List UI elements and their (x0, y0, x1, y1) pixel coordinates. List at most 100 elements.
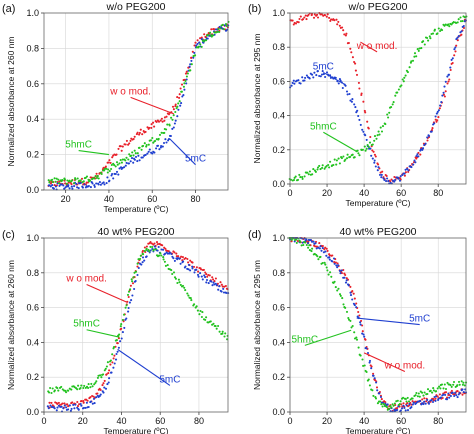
data-point (158, 133, 162, 136)
data-point (408, 403, 411, 406)
data-point (347, 284, 350, 287)
data-point (195, 305, 198, 308)
data-point (362, 333, 365, 336)
data-point (163, 116, 166, 119)
data-point (65, 406, 68, 409)
data-point (364, 111, 367, 114)
y-tick-label: 0.8 (272, 42, 285, 52)
data-point (353, 60, 356, 64)
data-point (49, 386, 52, 390)
data-point (177, 255, 180, 258)
data-point (426, 392, 429, 396)
data-point (82, 406, 86, 409)
data-point (307, 13, 310, 16)
data-point (176, 105, 179, 108)
data-point (364, 338, 367, 341)
data-point (448, 25, 451, 28)
annotation-label: 5hmC (310, 121, 337, 132)
data-point (174, 110, 177, 114)
data-point (442, 393, 445, 396)
data-point (391, 403, 394, 406)
data-point (419, 400, 422, 403)
data-point (151, 136, 154, 140)
data-point (76, 186, 79, 189)
data-point (455, 44, 458, 47)
data-point (60, 385, 63, 388)
data-point (207, 33, 210, 36)
data-point (321, 70, 324, 73)
data-point (130, 278, 133, 281)
data-point (204, 276, 207, 279)
data-point (184, 257, 187, 260)
data-point (118, 333, 121, 336)
data-point (121, 145, 124, 148)
data-point (48, 181, 51, 184)
data-point (154, 139, 157, 143)
data-point (209, 31, 212, 34)
data-point (117, 337, 120, 340)
annotation-label: w o mod. (65, 274, 107, 285)
data-point (70, 388, 73, 391)
data-point (210, 280, 213, 283)
data-point (414, 161, 417, 164)
data-point (337, 82, 340, 85)
data-point (359, 323, 362, 326)
data-point (132, 154, 135, 157)
data-point (301, 18, 305, 21)
data-point (221, 23, 224, 26)
data-point (421, 147, 425, 150)
data-point (210, 35, 213, 38)
data-point (326, 249, 329, 252)
data-point (365, 370, 368, 374)
data-point (368, 384, 371, 387)
data-point (172, 257, 175, 260)
panel-label: (b) (248, 3, 261, 15)
data-point (170, 252, 173, 256)
data-point (352, 292, 355, 295)
data-point (325, 254, 328, 257)
data-point (111, 361, 114, 364)
data-point (163, 119, 166, 122)
data-point (140, 263, 143, 266)
data-point (305, 243, 308, 247)
data-point (173, 251, 176, 254)
data-point (173, 259, 176, 262)
data-point (357, 114, 360, 118)
data-point (417, 155, 420, 158)
data-point (436, 32, 439, 35)
data-point (353, 331, 356, 334)
data-point (125, 156, 128, 159)
data-point (50, 401, 53, 404)
data-point (443, 383, 446, 386)
data-point (90, 382, 93, 385)
data-point (358, 154, 361, 157)
data-point (107, 381, 110, 384)
data-point (338, 24, 341, 27)
data-point (455, 21, 458, 25)
data-point (69, 409, 72, 412)
data-point (179, 104, 182, 107)
data-point (441, 396, 444, 400)
data-point (404, 171, 407, 174)
data-point (374, 397, 378, 400)
data-point (47, 407, 50, 410)
data-point (158, 148, 161, 151)
data-point (216, 30, 219, 33)
data-point (119, 159, 122, 162)
data-point (449, 66, 452, 69)
data-point (302, 243, 305, 247)
data-point (63, 404, 66, 407)
data-point (398, 179, 402, 182)
data-point (371, 389, 374, 392)
data-point (366, 144, 369, 147)
data-point (165, 141, 168, 144)
data-point (156, 249, 159, 252)
data-point (73, 185, 76, 188)
data-point (170, 116, 173, 119)
data-point (393, 402, 396, 405)
data-point (403, 406, 406, 410)
data-point (376, 134, 379, 137)
data-point (89, 186, 92, 189)
annotation-pointer (117, 348, 171, 386)
data-point (173, 122, 176, 125)
